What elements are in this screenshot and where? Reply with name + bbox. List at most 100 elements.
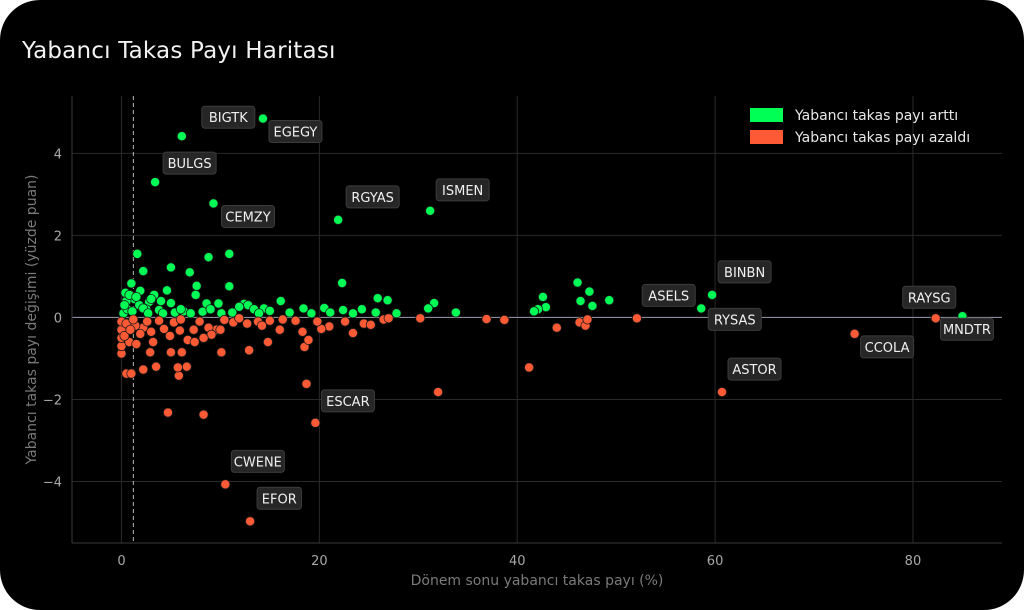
annotation-text: RYSAS (714, 313, 756, 328)
point-increase (257, 113, 268, 124)
point-decrease (138, 364, 149, 375)
annotation-label: BULGS (162, 151, 217, 175)
point-decrease (256, 320, 267, 331)
annotation-label: CCOLA (860, 335, 915, 359)
point-increase (338, 305, 349, 316)
point-increase (208, 198, 219, 209)
point-decrease (310, 417, 321, 428)
point-decrease (219, 314, 230, 325)
annotation-label: RYSAS (707, 307, 762, 331)
point-increase (253, 308, 264, 319)
point-decrease (174, 325, 185, 336)
point-decrease (131, 339, 142, 350)
point-decrease (145, 347, 156, 358)
y-tick-label: 0 (54, 311, 62, 326)
point-decrease (347, 328, 358, 339)
point-decrease (383, 313, 394, 324)
annotation-label: BINBN (717, 260, 772, 284)
point-increase (191, 280, 202, 291)
legend-label: Yabancı takas payı arttı (794, 108, 958, 124)
point-increase (185, 308, 196, 319)
annotation-label: BIGTK (201, 105, 256, 129)
point-decrease (220, 479, 231, 490)
point-increase (275, 296, 286, 307)
annotations: BIGTK EGEGY BULGS CEMZY RGYAS ISMEN BINBN ASELS… (162, 105, 994, 510)
annotation-box (201, 105, 256, 129)
point-decrease (312, 316, 323, 327)
point-increase (423, 303, 434, 314)
point-increase (127, 306, 138, 317)
point-increase (382, 295, 393, 306)
point-increase (205, 304, 216, 315)
point-increase (696, 303, 707, 314)
annotation-box (707, 307, 762, 331)
point-increase (176, 131, 187, 142)
point-decrease (303, 335, 314, 346)
y-tick-label: 4 (54, 147, 62, 162)
annotation-box (345, 185, 400, 209)
point-decrease (415, 313, 426, 324)
annotation-box (860, 335, 915, 359)
point-increase (224, 248, 235, 259)
point-decrease (148, 337, 159, 348)
point-decrease (481, 314, 492, 325)
point-increase (529, 306, 540, 317)
annotation-label: EFOR (256, 486, 302, 510)
point-decrease (151, 361, 162, 372)
point-decrease (264, 315, 275, 326)
annotation-text: BINBN (724, 266, 765, 281)
point-decrease (717, 387, 728, 398)
annotation-box (435, 178, 490, 202)
point-decrease (849, 328, 860, 339)
point-increase (175, 304, 186, 315)
annotation-box (162, 151, 217, 175)
annotation-box (727, 357, 782, 381)
point-increase (132, 248, 143, 259)
point-decrease (135, 328, 146, 339)
point-decrease (340, 316, 351, 327)
legend: Yabancı takas payı arttı Yabancı takas pa… (750, 108, 970, 146)
legend-swatch (750, 130, 783, 144)
point-increase (584, 286, 595, 297)
y-tick-label: −2 (43, 393, 62, 408)
point-decrease (551, 322, 562, 333)
point-decrease (154, 315, 165, 326)
point-increase (119, 300, 130, 311)
point-increase (165, 298, 176, 309)
annotation-box (268, 120, 323, 144)
annotation-label: CWENE (230, 449, 285, 473)
chart-title: Yabancı Takas Payı Haritası (22, 38, 336, 64)
legend-swatch (750, 108, 783, 122)
annotation-text: MNDTR (943, 323, 991, 338)
point-increase (264, 305, 275, 316)
annotation-text: ASTOR (732, 363, 776, 378)
point-increase (587, 300, 598, 311)
x-tick-label: 40 (509, 554, 526, 569)
point-decrease (194, 316, 205, 327)
annotation-label: ISMEN (435, 178, 490, 202)
point-increase (131, 291, 142, 302)
point-decrease (142, 316, 153, 327)
point-increase (604, 295, 615, 306)
point-increase (138, 266, 149, 277)
point-increase (146, 293, 157, 304)
point-decrease (297, 326, 308, 337)
point-increase (227, 307, 238, 318)
point-increase (143, 308, 154, 319)
point-decrease (244, 345, 255, 356)
point-increase (190, 289, 201, 300)
point-increase (284, 307, 295, 318)
annotation-text: ASELS (648, 289, 689, 304)
point-decrease (582, 314, 593, 325)
point-decrease (172, 362, 183, 373)
point-increase (325, 307, 336, 318)
point-increase (306, 308, 317, 319)
annotation-box (939, 317, 994, 341)
point-decrease (365, 319, 376, 330)
y-tick-label: 2 (54, 229, 62, 244)
point-increase (150, 177, 161, 188)
annotation-text: CWENE (234, 455, 282, 470)
point-increase (707, 289, 718, 300)
annotation-box (230, 449, 285, 473)
